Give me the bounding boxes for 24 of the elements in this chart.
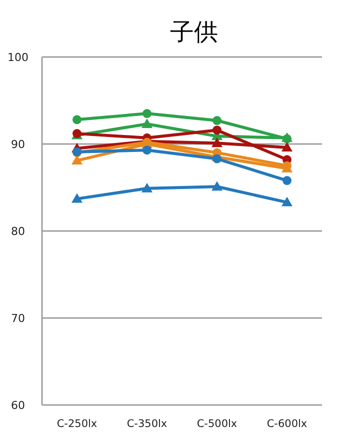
point <box>142 109 152 118</box>
y-tick-label: 90 <box>11 138 25 151</box>
point <box>72 193 82 203</box>
point <box>142 182 152 192</box>
point <box>282 142 292 152</box>
point <box>212 181 222 191</box>
x-tick-label: C-250lx <box>56 418 98 430</box>
point <box>212 126 222 135</box>
point <box>212 116 222 126</box>
point <box>282 176 292 186</box>
point <box>72 115 82 124</box>
y-tick-label: 80 <box>11 225 25 238</box>
x-tick-label: C-500lx <box>196 418 238 430</box>
point <box>282 196 292 206</box>
x-tick-label: C-600lx <box>266 418 308 430</box>
point <box>142 146 152 155</box>
y-tick-label: 100 <box>8 51 28 64</box>
point <box>212 138 222 148</box>
chart-title: 子供 <box>170 18 218 46</box>
y-tick-label: 60 <box>11 399 25 412</box>
x-tick-label: C-350lx <box>126 418 168 430</box>
point <box>142 118 152 128</box>
y-tick-label: 70 <box>11 312 25 325</box>
point <box>212 154 222 164</box>
